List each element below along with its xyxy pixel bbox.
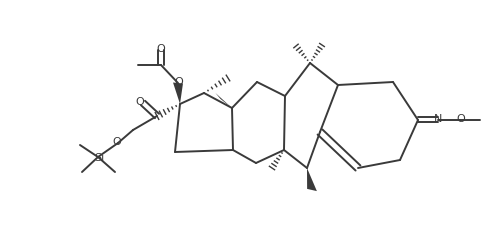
Text: N: N: [434, 114, 442, 124]
Polygon shape: [173, 83, 183, 104]
Polygon shape: [307, 168, 317, 191]
Polygon shape: [217, 150, 233, 166]
Text: O: O: [175, 77, 183, 87]
Polygon shape: [215, 93, 232, 108]
Text: O: O: [457, 114, 466, 124]
Text: O: O: [113, 137, 122, 147]
Text: O: O: [157, 44, 165, 54]
Text: Si: Si: [94, 153, 104, 163]
Text: O: O: [136, 97, 144, 107]
